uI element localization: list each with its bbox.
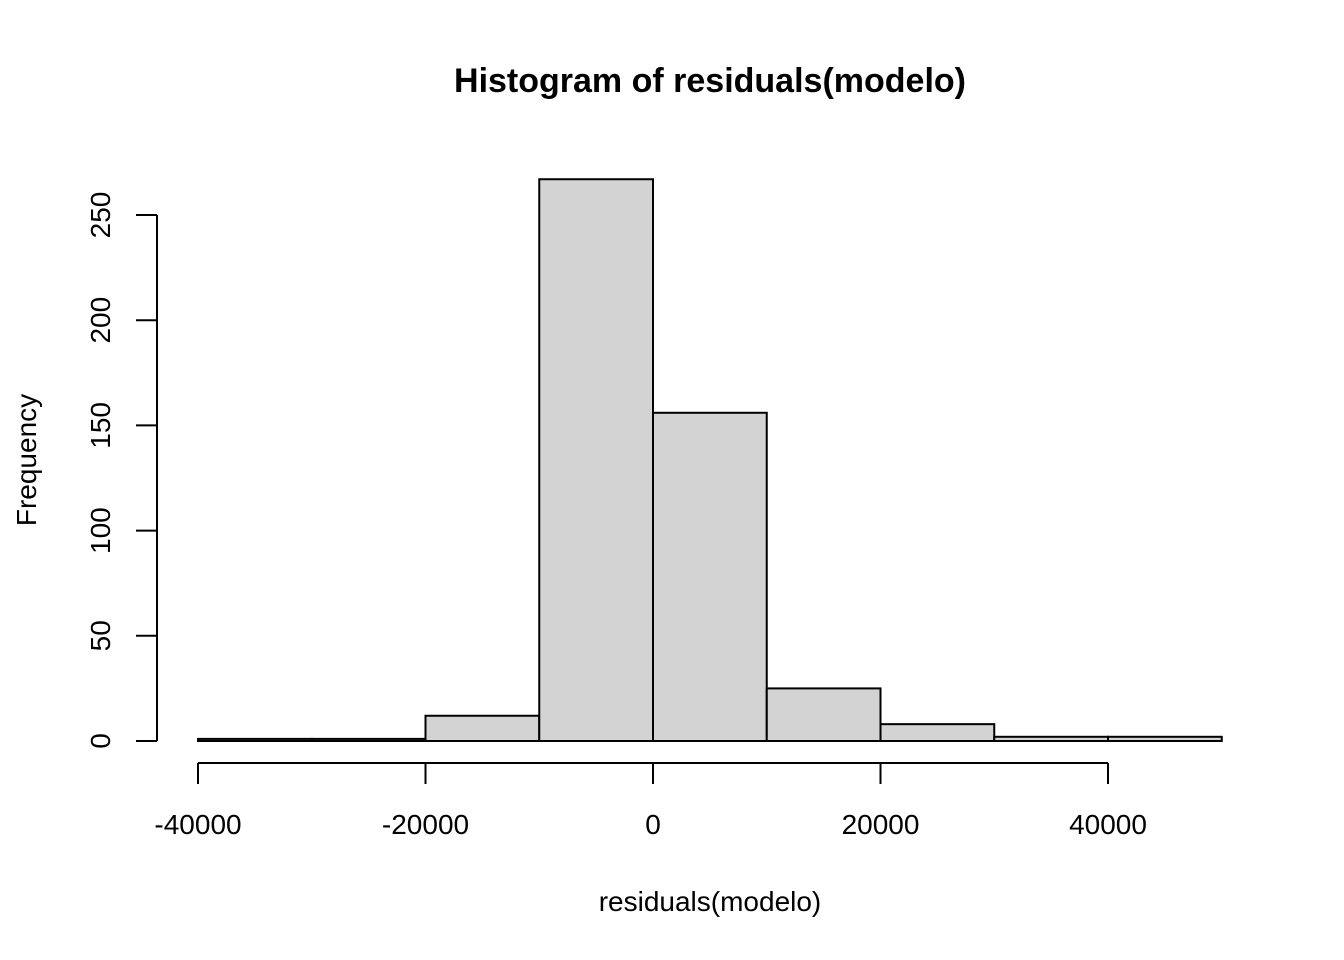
- y-tick-label: 200: [85, 297, 116, 344]
- y-axis: 0 50 100 150 200 250: [85, 192, 158, 749]
- histogram-bar-6: [879, 723, 996, 743]
- y-tick-label: 150: [85, 402, 116, 449]
- x-axis-label: residuals(modelo): [599, 886, 822, 917]
- histogram-bar-7: [993, 735, 1109, 742]
- x-tick-label: -40000: [154, 809, 241, 840]
- x-tick-label: -20000: [382, 809, 469, 840]
- y-tick-label: 100: [85, 507, 116, 554]
- x-axis: -40000 -20000 0 20000 40000: [154, 762, 1147, 840]
- bars-group: [197, 178, 1223, 743]
- histogram-bar-5: [765, 687, 882, 743]
- histogram-bar-2: [424, 714, 541, 743]
- x-tick-label: 40000: [1069, 809, 1147, 840]
- y-axis-label: Frequency: [11, 394, 42, 526]
- y-tick-label: 0: [85, 733, 116, 749]
- x-tick-label: 0: [645, 809, 661, 840]
- chart-title: Histogram of residuals(modelo): [454, 62, 966, 100]
- x-tick-label: 20000: [842, 809, 920, 840]
- histogram-bar-0: [197, 737, 313, 742]
- histogram-bar-1: [310, 737, 427, 742]
- y-tick-label: 50: [85, 620, 116, 651]
- histogram-bar-8: [1107, 735, 1223, 742]
- histogram-bar-4: [652, 411, 768, 742]
- histogram-bar-3: [538, 178, 654, 742]
- y-tick-label: 250: [85, 192, 116, 239]
